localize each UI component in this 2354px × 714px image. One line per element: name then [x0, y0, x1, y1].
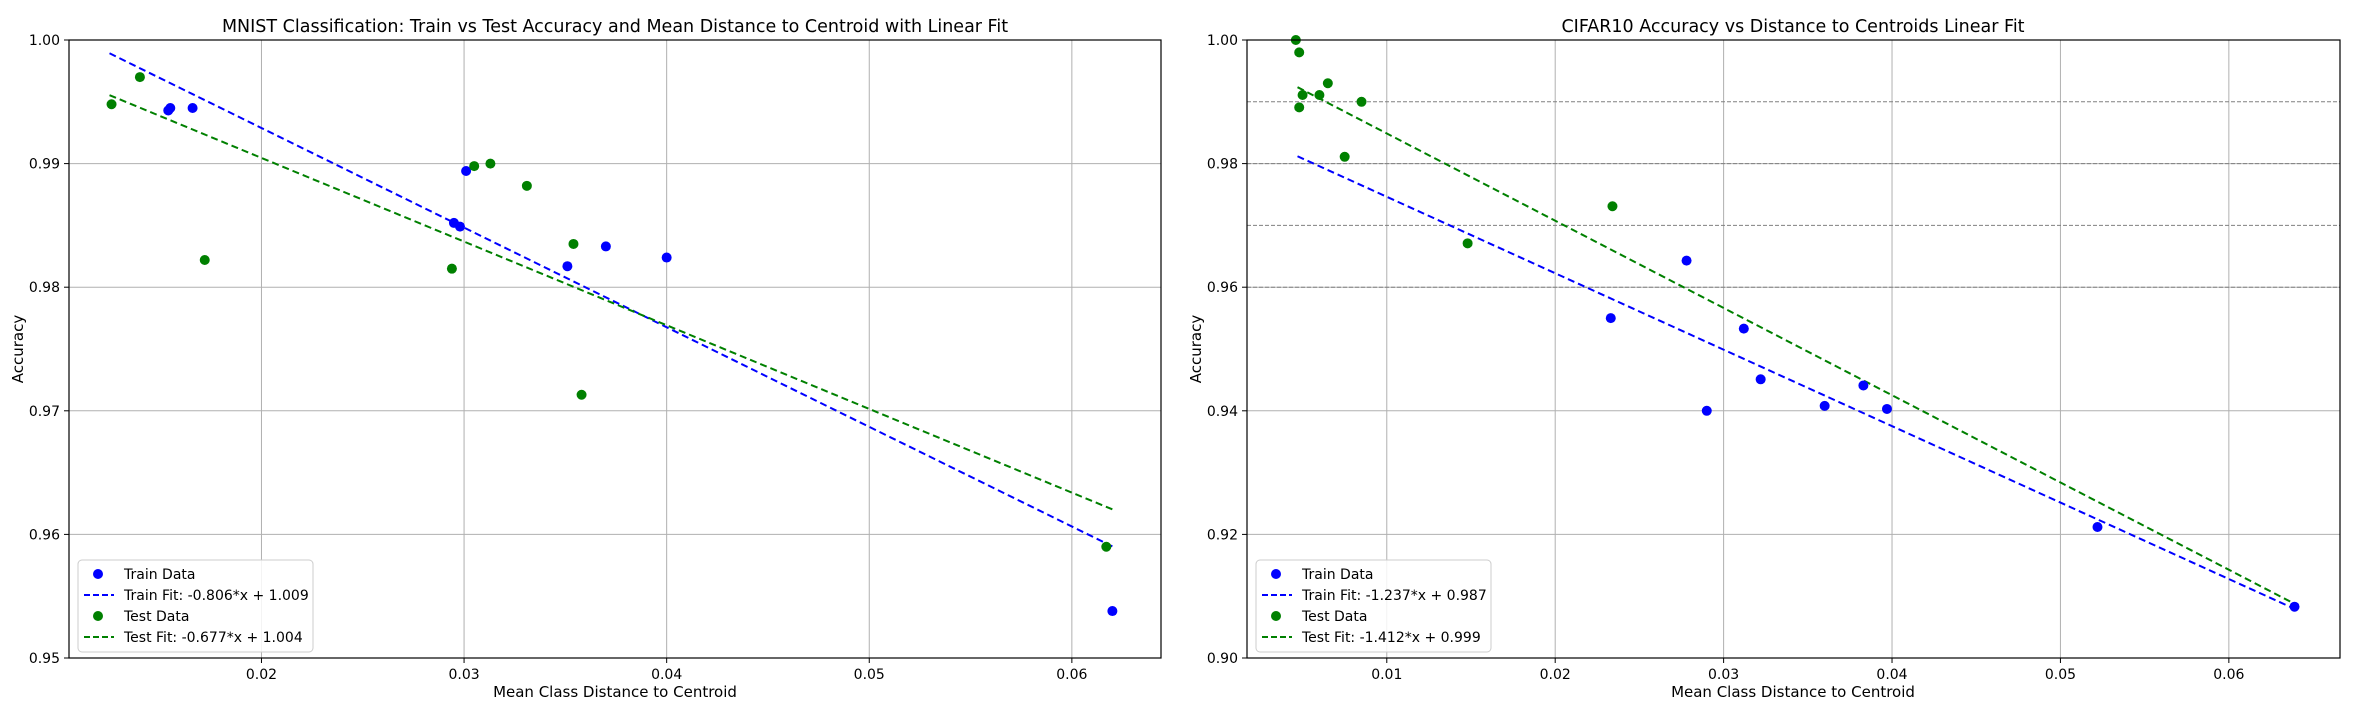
cifar10-test-point — [1462, 238, 1473, 249]
mnist-legend-test-marker — [93, 611, 103, 621]
cifar10-test-point — [1294, 102, 1305, 113]
cifar10-y-tick-label: 0.96 — [1207, 280, 1238, 296]
cifar10-x-tick-label: 0.04 — [1876, 667, 1907, 683]
cifar10-x-tick-label: 0.01 — [1371, 667, 1402, 683]
mnist-train-point — [600, 241, 611, 252]
mnist-test-point — [199, 255, 210, 266]
cifar10-train-point — [2289, 601, 2300, 612]
cifar10-y-tick-label: 1.00 — [1207, 33, 1238, 49]
cifar10-legend: Train Data Train Fit: -1.237*x + 0.987 T… — [1255, 559, 1492, 653]
cifar10-train-point — [2092, 521, 2103, 532]
mnist-train-point — [562, 261, 573, 272]
mnist-train-point — [661, 252, 672, 263]
cifar10-y-tick-label: 0.98 — [1207, 157, 1238, 173]
mnist-y-tick-label: 0.99 — [29, 157, 60, 173]
cifar10-y-tick-label: 0.90 — [1207, 651, 1238, 667]
mnist-fit-line-test — [109, 94, 1113, 511]
mnist-test-point — [1101, 541, 1112, 552]
cifar10-test-point — [1297, 90, 1308, 101]
mnist-x-tick-label: 0.03 — [448, 667, 479, 683]
cifar10-test-point — [1314, 90, 1325, 101]
mnist-test-point — [521, 180, 532, 191]
mnist-panel: MNIST Classification: Train vs Test Accu… — [9, 17, 1162, 701]
mnist-x-tick-label: 0.06 — [1056, 667, 1087, 683]
cifar10-panel: CIFAR10 Accuracy vs Distance to Centroid… — [1187, 17, 2341, 701]
mnist-test-point — [576, 389, 587, 400]
mnist-train-point — [461, 166, 472, 177]
cifar10-train-point — [1681, 255, 1692, 266]
cifar10-x-tick-label: 0.06 — [2213, 667, 2244, 683]
cifar10-plot-frame — [1246, 39, 2341, 659]
cifar10-x-axis-label: Mean Class Distance to Centroid — [1671, 683, 1915, 701]
cifar10-legend-box — [1255, 559, 1492, 653]
mnist-y-tick-label: 0.98 — [29, 280, 60, 296]
cifar10-test-point — [1339, 151, 1350, 162]
cifar10-test-point — [1294, 47, 1305, 58]
cifar10-title: CIFAR10 Accuracy vs Distance to Centroid… — [1561, 17, 2024, 37]
mnist-test-point — [485, 158, 496, 169]
cifar10-train-point — [1819, 400, 1830, 411]
cifar10-train-point — [1858, 380, 1869, 391]
mnist-legend: Train Data Train Fit: -0.806*x + 1.009 T… — [77, 559, 314, 653]
mnist-y-tick-label: 0.97 — [29, 404, 60, 420]
cifar10-legend-train-marker — [1271, 569, 1281, 579]
mnist-test-point — [106, 99, 117, 110]
mnist-legend-train-fit: Train Fit: -0.806*x + 1.009 — [123, 588, 309, 604]
cifar10-x-tick-label: 0.02 — [1540, 667, 1571, 683]
mnist-train-point — [455, 221, 466, 232]
cifar10-test-point — [1322, 78, 1333, 89]
cifar10-y-tick-label: 0.94 — [1207, 404, 1238, 420]
mnist-train-point — [187, 102, 198, 113]
mnist-x-axis-label: Mean Class Distance to Centroid — [493, 683, 737, 701]
cifar10-y-tick-label: 0.92 — [1207, 527, 1238, 543]
mnist-x-tick-label: 0.04 — [651, 667, 682, 683]
cifar10-train-point — [1701, 405, 1712, 416]
cifar10-legend-test-data: Test Data — [1301, 609, 1367, 625]
cifar10-y-axis-label: Accuracy — [1187, 315, 1205, 384]
cifar10-train-point — [1881, 403, 1892, 414]
cifar10-legend-train-fit: Train Fit: -1.237*x + 0.987 — [1301, 588, 1487, 604]
mnist-train-point — [165, 102, 176, 113]
mnist-x-tick-label: 0.05 — [854, 667, 885, 683]
mnist-y-tick-label: 0.96 — [29, 527, 60, 543]
mnist-train-point — [1107, 606, 1118, 617]
mnist-test-point — [568, 238, 579, 249]
mnist-test-point — [134, 72, 145, 83]
mnist-plot-frame — [68, 39, 1162, 659]
mnist-test-point — [469, 161, 480, 172]
mnist-y-axis-label: Accuracy — [9, 315, 27, 384]
mnist-legend-train-data: Train Data — [123, 567, 195, 583]
cifar10-test-point — [1607, 201, 1618, 212]
mnist-y-tick-label: 0.95 — [29, 651, 60, 667]
cifar10-train-point — [1605, 313, 1616, 324]
mnist-y-tick-label: 1.00 — [29, 33, 60, 49]
mnist-x-tick-label: 0.02 — [246, 667, 277, 683]
cifar10-fit-line-test — [1297, 86, 2295, 605]
cifar10-train-point — [1755, 374, 1766, 385]
cifar10-legend-test-fit: Test Fit: -1.412*x + 0.999 — [1301, 630, 1481, 646]
cifar10-legend-train-data: Train Data — [1301, 567, 1373, 583]
mnist-title: MNIST Classification: Train vs Test Accu… — [222, 17, 1008, 37]
mnist-legend-test-data: Test Data — [123, 609, 189, 625]
cifar10-x-tick-label: 0.05 — [2045, 667, 2076, 683]
cifar10-legend-test-marker — [1271, 611, 1281, 621]
mnist-test-point — [446, 263, 457, 274]
cifar10-fit-line-train — [1297, 155, 2295, 610]
cifar10-train-point — [1738, 323, 1749, 334]
cifar10-test-point — [1356, 96, 1367, 107]
cifar10-x-tick-label: 0.03 — [1708, 667, 1739, 683]
mnist-legend-test-fit: Test Fit: -0.677*x + 1.004 — [123, 630, 303, 646]
mnist-legend-box — [77, 559, 314, 653]
mnist-legend-train-marker — [93, 569, 103, 579]
